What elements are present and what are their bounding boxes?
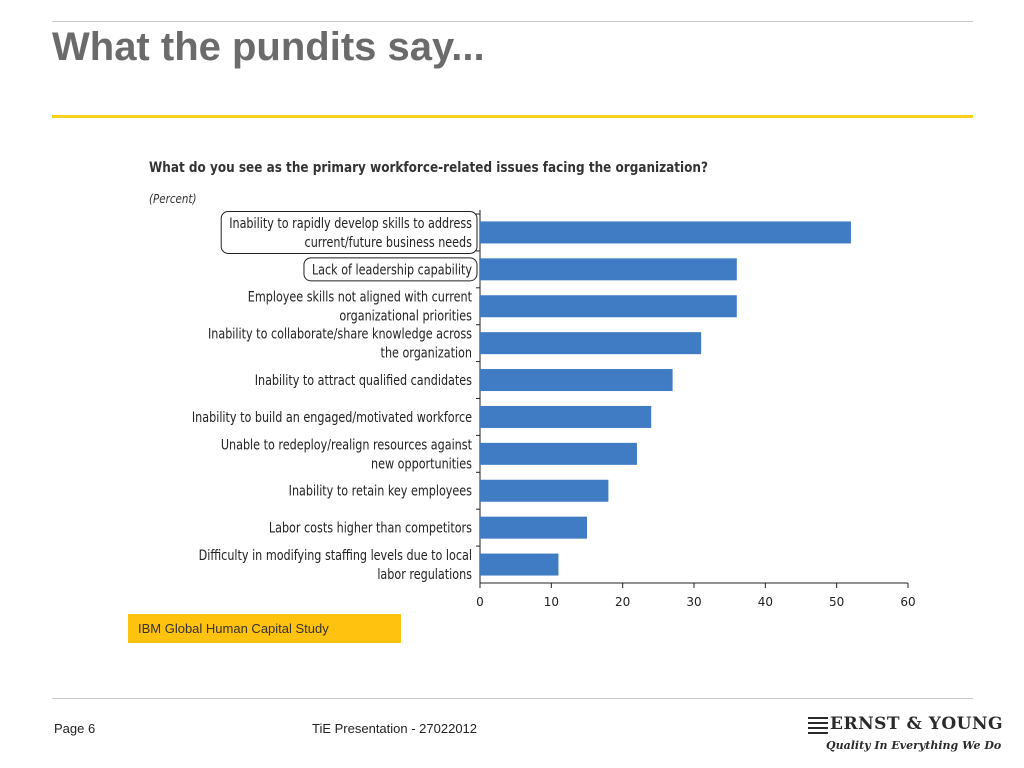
category-label: Inability to collaborate/share knowledge… xyxy=(208,325,472,342)
category-label: Difficulty in modifying staffing levels … xyxy=(199,547,472,564)
bar xyxy=(480,258,737,281)
chart-title: What do you see as the primary workforce… xyxy=(149,160,708,176)
category-label: organizational priorities xyxy=(339,307,472,324)
x-tick-label: 20 xyxy=(615,595,630,609)
category-label: the organization xyxy=(381,344,472,361)
logo-name: ERNST & YOUNG xyxy=(830,714,1004,734)
x-tick-label: 50 xyxy=(829,595,844,609)
category-label: Inability to retain key employees xyxy=(289,482,472,499)
logo-bars-icon xyxy=(808,717,828,734)
category-label: current/future business needs xyxy=(305,234,472,251)
bar xyxy=(480,369,673,392)
bar xyxy=(480,295,737,318)
x-tick-label: 60 xyxy=(900,595,915,609)
category-label: Inability to attract qualified candidate… xyxy=(255,372,472,389)
source-label: IBM Global Human Capital Study xyxy=(128,614,401,643)
bar xyxy=(480,479,609,502)
x-tick-label: 30 xyxy=(686,595,701,609)
x-tick-label: 10 xyxy=(544,595,559,609)
category-label: Inability to build an engaged/motivated … xyxy=(192,409,472,426)
bar xyxy=(480,442,637,465)
category-label: Inability to rapidly develop skills to a… xyxy=(229,215,472,232)
top-rule xyxy=(52,21,973,22)
category-label: Lack of leadership capability xyxy=(312,261,472,278)
page-title: What the pundits say... xyxy=(52,25,485,69)
category-label: Labor costs higher than competitors xyxy=(269,519,472,536)
ernst-young-logo: ERNST & YOUNG Quality In Everything We D… xyxy=(808,714,1003,754)
bottom-rule xyxy=(52,698,973,699)
highlight-outline xyxy=(303,257,478,282)
page-number: Page 6 xyxy=(54,721,96,736)
bar xyxy=(480,221,851,244)
category-label: Employee skills not aligned with current xyxy=(248,288,472,305)
category-label: Unable to redeploy/realign resources aga… xyxy=(221,436,472,453)
presentation-name: TiE Presentation - 27022012 xyxy=(312,721,478,736)
chart-unit-label: (Percent) xyxy=(149,192,197,206)
x-tick-label: 0 xyxy=(476,595,484,609)
bar xyxy=(480,332,702,355)
bar xyxy=(480,405,652,428)
bar xyxy=(480,553,559,576)
highlight-outline xyxy=(220,210,478,254)
bar xyxy=(480,516,587,539)
category-label: labor regulations xyxy=(377,566,472,583)
accent-rule xyxy=(52,115,973,118)
x-tick-label: 40 xyxy=(758,595,773,609)
category-label: new opportunities xyxy=(371,455,472,472)
logo-tagline: Quality In Everything We Do xyxy=(826,739,1002,752)
